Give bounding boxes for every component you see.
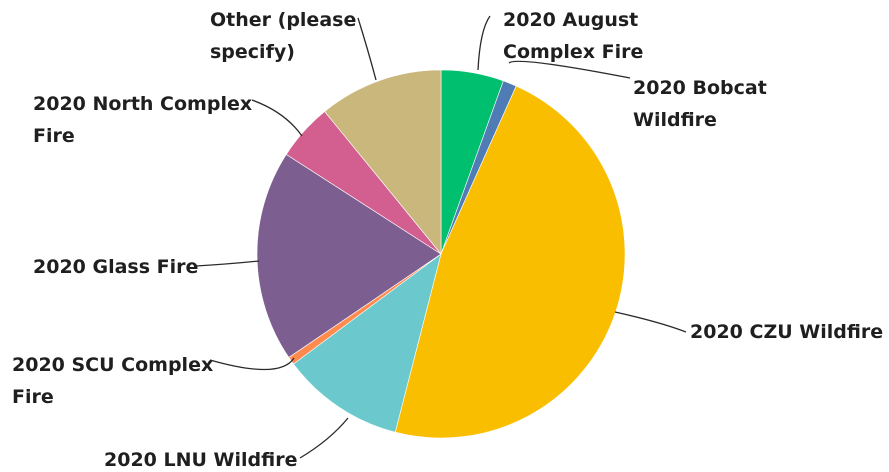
pie-slice-2[interactable] bbox=[394, 85, 626, 439]
slice-label-line: Fire bbox=[12, 386, 54, 408]
leader-line-7 bbox=[357, 17, 377, 81]
slice-label-3: 2020 LNU Wildfire bbox=[104, 449, 297, 471]
leader-line-2 bbox=[614, 311, 687, 333]
pie-slice-3[interactable] bbox=[293, 253, 442, 433]
slice-label-line: 2020 North Complex bbox=[33, 93, 252, 115]
slice-label-line: specify) bbox=[210, 41, 295, 63]
leader-line-1 bbox=[508, 60, 631, 79]
slice-label-line: 2020 August bbox=[503, 9, 638, 31]
slice-label-5: 2020 Glass Fire bbox=[33, 256, 198, 278]
slice-label-2: 2020 CZU Wildfire bbox=[690, 321, 883, 343]
slice-label-line: Other (please bbox=[210, 9, 356, 31]
slice-label-line: 2020 LNU Wildfire bbox=[104, 449, 297, 471]
leader-line-4 bbox=[209, 357, 295, 371]
leader-line-6 bbox=[251, 99, 303, 137]
slice-label-line: 2020 Bobcat bbox=[633, 77, 767, 99]
slices-layer bbox=[256, 69, 626, 439]
slice-label-6: 2020 North Complex Fire bbox=[33, 93, 252, 147]
leader-line-0 bbox=[477, 15, 491, 71]
labels-layer: 2020 August Complex Fire 2020 Bobcat Wildfi… bbox=[12, 9, 883, 471]
slice-label-line: 2020 CZU Wildfire bbox=[690, 321, 883, 343]
leader-line-3 bbox=[299, 417, 349, 459]
slice-label-line: 2020 SCU Complex bbox=[12, 354, 213, 376]
pie-slice-5[interactable] bbox=[256, 154, 442, 358]
slice-label-line: Fire bbox=[33, 125, 75, 147]
slice-label-4: 2020 SCU Complex Fire bbox=[12, 354, 213, 408]
slice-label-0: 2020 August Complex Fire bbox=[503, 9, 643, 63]
slice-label-7: Other (please specify) bbox=[210, 9, 356, 63]
slice-label-line: Wildfire bbox=[633, 109, 717, 131]
slice-label-1: 2020 Bobcat Wildfire bbox=[633, 77, 767, 131]
leader-lines-layer bbox=[195, 15, 687, 459]
pie-slice-7[interactable] bbox=[324, 69, 442, 255]
slice-label-line: Complex Fire bbox=[503, 41, 643, 63]
slice-label-line: 2020 Glass Fire bbox=[33, 256, 198, 278]
leader-line-5 bbox=[195, 260, 260, 267]
